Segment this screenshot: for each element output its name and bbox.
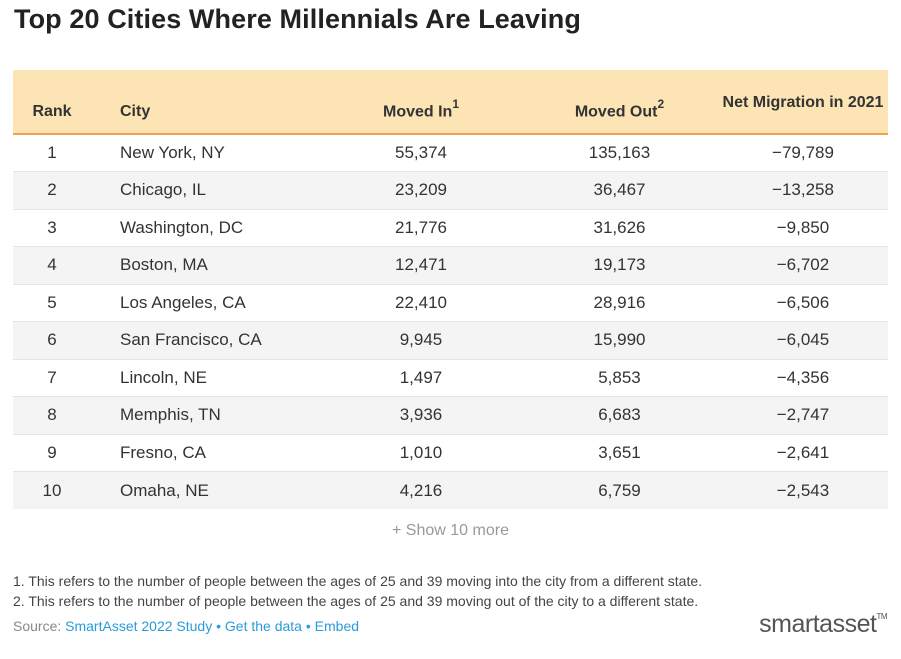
cell-moved-out: 135,163	[521, 134, 718, 172]
table-row: 7 Lincoln, NE 1,497 5,853 −4,356	[13, 359, 888, 397]
header-row: Rank City Moved In1 Moved Out2 Net Migra…	[13, 70, 888, 135]
cell-net: −6,045	[718, 321, 888, 360]
logo-text: smartasset	[759, 610, 877, 638]
cell-moved-out: 19,173	[521, 246, 718, 285]
column-header-moved-in-label: Moved In	[382, 103, 453, 120]
cell-rank: 4	[13, 246, 91, 285]
cell-moved-out: 3,651	[521, 434, 718, 472]
cell-net: −6,506	[718, 284, 888, 322]
table-row: 2 Chicago, IL 23,209 36,467 −13,258	[13, 171, 888, 210]
cell-city: Omaha, NE	[91, 471, 321, 509]
column-header-city-label: City	[120, 103, 151, 120]
cell-city: Memphis, TN	[91, 396, 321, 435]
cell-net: −2,641	[718, 434, 888, 472]
cell-rank: 6	[13, 321, 91, 360]
cell-city: Lincoln, NE	[91, 359, 321, 397]
column-header-rank-label: Rank	[32, 103, 72, 120]
cell-moved-in: 3,936	[321, 396, 521, 435]
cell-moved-out: 5,853	[521, 359, 718, 397]
separator: •	[216, 618, 222, 634]
cell-moved-in: 9,945	[321, 321, 521, 360]
cell-rank: 3	[13, 209, 91, 247]
cell-net: −2,747	[718, 396, 888, 435]
cell-moved-in: 1,497	[321, 359, 521, 397]
cell-moved-out: 28,916	[521, 284, 718, 322]
cell-city: Washington, DC	[91, 209, 321, 247]
footnotes: 1. This refers to the number of people b…	[13, 571, 702, 611]
cell-city: Los Angeles, CA	[91, 284, 321, 322]
cell-rank: 2	[13, 171, 91, 210]
smartasset-logo[interactable]: smartassetTM	[759, 610, 887, 639]
cell-city: San Francisco, CA	[91, 321, 321, 360]
table-row: 5 Los Angeles, CA 22,410 28,916 −6,506	[13, 284, 888, 322]
table-row: 1 New York, NY 55,374 135,163 −79,789	[13, 134, 888, 172]
table-row: 9 Fresno, CA 1,010 3,651 −2,641	[13, 434, 888, 472]
table-row: 6 San Francisco, CA 9,945 15,990 −6,045	[13, 321, 888, 360]
table-row: 4 Boston, MA 12,471 19,173 −6,702	[13, 246, 888, 285]
column-header-moved-out[interactable]: Moved Out2	[521, 70, 718, 135]
cell-net: −6,702	[718, 246, 888, 285]
source-line: Source: SmartAsset 2022 Study • Get the …	[13, 618, 359, 634]
column-header-moved-out-label: Moved Out	[574, 103, 658, 120]
migration-table: Rank City Moved In1 Moved Out2 Net Migra…	[13, 70, 888, 509]
cell-city: Boston, MA	[91, 246, 321, 285]
column-header-net-migration[interactable]: Net Migration in 2021	[718, 70, 888, 135]
cell-moved-out: 6,759	[521, 471, 718, 509]
show-more-button[interactable]: + Show 10 more	[392, 522, 509, 539]
table-row: 3 Washington, DC 21,776 31,626 −9,850	[13, 209, 888, 247]
cell-net: −13,258	[718, 171, 888, 210]
cell-rank: 9	[13, 434, 91, 472]
separator: •	[305, 618, 311, 634]
cell-rank: 7	[13, 359, 91, 397]
cell-net: −2,543	[718, 471, 888, 509]
cell-rank: 8	[13, 396, 91, 435]
column-header-moved-in[interactable]: Moved In1	[321, 70, 521, 135]
cell-moved-in: 23,209	[321, 171, 521, 210]
cell-moved-in: 55,374	[321, 134, 521, 172]
cell-net: −79,789	[718, 134, 888, 172]
page-title: Top 20 Cities Where Millennials Are Leav…	[14, 4, 581, 34]
cell-moved-in: 21,776	[321, 209, 521, 247]
table-header: Rank City Moved In1 Moved Out2 Net Migra…	[13, 70, 888, 135]
footnote-1: 1. This refers to the number of people b…	[13, 573, 703, 589]
cell-moved-in: 4,216	[321, 471, 521, 509]
get-data-link[interactable]: Get the data	[224, 618, 302, 634]
table-row: 8 Memphis, TN 3,936 6,683 −2,747	[13, 396, 888, 435]
column-header-net-migration-label: Net Migration in 2021	[722, 93, 884, 111]
cell-moved-out: 6,683	[521, 396, 718, 435]
cell-city: Fresno, CA	[91, 434, 321, 472]
cell-rank: 1	[13, 134, 91, 172]
cell-rank: 10	[13, 471, 91, 509]
column-header-city[interactable]: City	[91, 70, 321, 135]
table-body: 1 New York, NY 55,374 135,163 −79,789 2 Chicag…	[13, 134, 888, 509]
trademark-mark: TM	[876, 612, 887, 621]
footnote-ref-1: 1	[452, 96, 460, 111]
source-label: Source:	[13, 618, 62, 634]
footnote-ref-2: 2	[657, 96, 665, 111]
data-table-container: Rank City Moved In1 Moved Out2 Net Migra…	[13, 70, 888, 509]
study-link[interactable]: SmartAsset 2022 Study	[65, 618, 213, 634]
footnote-2: 2. This refers to the number of people b…	[13, 593, 699, 609]
column-header-rank[interactable]: Rank	[13, 70, 91, 135]
embed-link[interactable]: Embed	[314, 618, 360, 634]
table-row: 10 Omaha, NE 4,216 6,759 −2,543	[13, 471, 888, 509]
cell-city: Chicago, IL	[91, 171, 321, 210]
cell-net: −4,356	[718, 359, 888, 397]
cell-moved-out: 36,467	[521, 171, 718, 210]
cell-rank: 5	[13, 284, 91, 322]
cell-moved-in: 22,410	[321, 284, 521, 322]
cell-moved-out: 15,990	[521, 321, 718, 360]
cell-moved-out: 31,626	[521, 209, 718, 247]
cell-moved-in: 1,010	[321, 434, 521, 472]
cell-moved-in: 12,471	[321, 246, 521, 285]
cell-net: −9,850	[718, 209, 888, 247]
cell-city: New York, NY	[91, 134, 321, 172]
